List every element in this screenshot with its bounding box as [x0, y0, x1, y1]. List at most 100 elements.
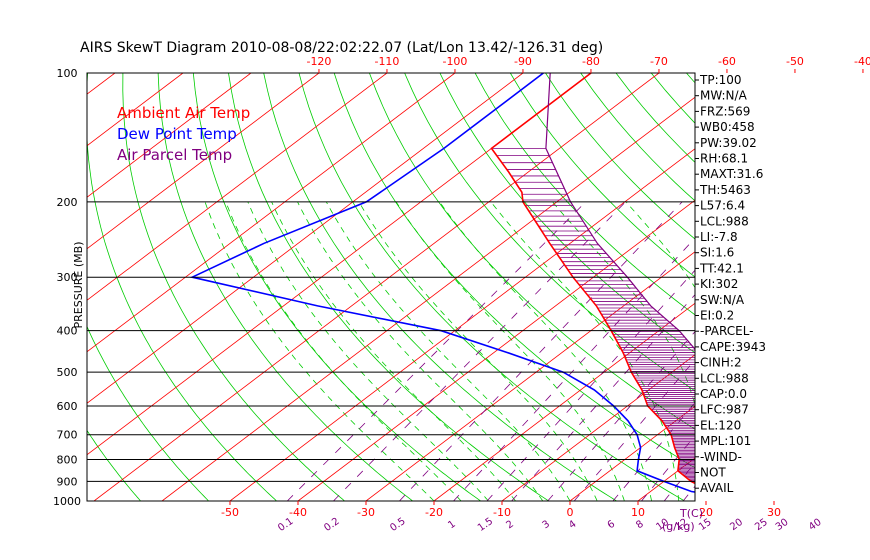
dry-adiabat — [439, 73, 695, 354]
top-temp-label: -120 — [306, 55, 331, 68]
mixing-ratio-label: 30 — [774, 517, 791, 533]
mixing-ratio-line — [784, 202, 870, 501]
stability-index-item: SI:1.6 — [700, 246, 734, 260]
bottom-temp-label: -10 — [493, 506, 511, 519]
dry-adiabat — [757, 73, 870, 501]
stability-index-item: CINH:2 — [700, 356, 742, 370]
pressure-tick-label: 200 — [57, 196, 78, 209]
pressure-tick-label: 1000 — [53, 495, 81, 508]
isotherm-line — [87, 73, 252, 198]
legend-air-parcel-temp: Air Parcel Temp — [117, 146, 232, 164]
bottom-temp-label: 10 — [631, 506, 645, 519]
stability-index-item: LCL:988 — [700, 214, 749, 228]
mixing-ratio-line — [399, 201, 683, 501]
stability-index-item: LI:-7.8 — [700, 230, 738, 244]
bottom-temp-label: 30 — [767, 506, 781, 519]
mixing-ratio-line — [817, 202, 870, 501]
moist-adiabat — [842, 202, 870, 501]
top-temp-label: -90 — [514, 55, 532, 68]
stability-index-item: FRZ:569 — [700, 104, 750, 118]
stability-index-item: SW:N/A — [700, 293, 745, 307]
moist-adiabat — [297, 201, 544, 501]
stability-index-item: CAPE:3943 — [700, 340, 766, 354]
stability-index-item: MPL:101 — [700, 434, 751, 448]
stability-index-item: KI:302 — [700, 277, 738, 291]
pressure-tick-label: 500 — [57, 366, 78, 379]
sounding-profiles — [189, 73, 695, 493]
bottom-temp-label: -20 — [425, 506, 443, 519]
dry-adiabat — [509, 73, 695, 278]
dry-adiabat — [263, 73, 617, 501]
isotherm-line — [87, 73, 388, 301]
isotherm-line — [365, 251, 695, 501]
stability-index-item: MAXT:31.6 — [700, 167, 763, 181]
series-line-dew-point-temp — [189, 73, 695, 493]
stability-index-item: WB0:458 — [700, 120, 755, 134]
stability-index-item: LCL:988 — [700, 371, 749, 385]
moist-adiabat — [395, 201, 625, 501]
mixing-ratio-label: 20 — [728, 517, 745, 533]
moist-adiabat — [247, 201, 489, 501]
stability-index-item: MW:N/A — [700, 89, 748, 103]
top-temp-label: -80 — [582, 55, 600, 68]
stability-index-item: TT:42.1 — [699, 261, 744, 275]
stability-index-item: EI:0.2 — [700, 309, 734, 323]
dry-adiabat — [298, 73, 685, 501]
stability-index-item: PW:39.02 — [700, 136, 757, 150]
stability-index-item: AVAIL — [700, 481, 734, 495]
isotherm-line — [87, 73, 320, 250]
mixing-ratio-label: 40 — [807, 517, 824, 533]
top-temp-label: -100 — [442, 55, 467, 68]
top-temp-label: -70 — [650, 55, 668, 68]
dry-adiabat — [827, 73, 870, 501]
isotherm-line — [87, 73, 524, 404]
mixing-ratio-label: 3 — [541, 519, 553, 532]
mixing-ratio-label: 0.5 — [388, 516, 407, 534]
top-temp-label: -40 — [854, 55, 870, 68]
top-temp-label: -50 — [786, 55, 804, 68]
series-line-air-parcel-temp — [545, 73, 695, 351]
legend-dew-point-temp: Dew Point Temp — [117, 125, 237, 143]
moist-adiabat — [204, 201, 435, 501]
top-temp-label: -110 — [374, 55, 399, 68]
chart-axes — [86, 69, 864, 505]
y-axis-label: PRESSURE (MB) — [72, 242, 85, 329]
pressure-tick-label: 700 — [57, 429, 78, 442]
bottom-temp-label: -50 — [221, 506, 239, 519]
cape-hatching — [491, 147, 695, 484]
dry-adiabat — [474, 73, 695, 316]
isotherm-line — [161, 96, 695, 501]
dry-adiabat — [87, 325, 209, 501]
moist-adiabat — [325, 201, 571, 501]
pressure-tick-label: 900 — [57, 475, 78, 488]
pressure-tick-label: 600 — [57, 400, 78, 413]
pressure-tick-label: 300 — [57, 271, 78, 284]
pressure-tick-label: 100 — [57, 67, 78, 80]
moist-adiabat — [439, 201, 652, 501]
mixing-ratio-label: 8 — [634, 519, 646, 532]
isotherm-line — [501, 354, 695, 501]
plot-frame — [86, 72, 696, 502]
stability-index-item: LFC:987 — [700, 403, 749, 417]
stability-index-item: -PARCEL- — [700, 324, 754, 338]
dry-adiabat — [87, 429, 141, 501]
stability-index-item: -WIND- — [700, 450, 742, 464]
bottom-temp-label: -40 — [289, 506, 307, 519]
x-axis-unit-label: T(C) — [679, 507, 703, 520]
stability-index-item: CAP:0.0 — [700, 387, 747, 401]
isotherm-line — [569, 405, 695, 501]
bottom-temp-label: 0 — [567, 506, 574, 519]
stability-index-item: TH:5463 — [699, 183, 751, 197]
mixing-ratio-label: 1 — [446, 519, 458, 532]
dry-adiabat — [228, 73, 549, 501]
isotherm-line — [0, 73, 47, 501]
mixing-ratio-label: 6 — [606, 519, 618, 532]
dry-adiabat — [792, 73, 870, 501]
chart-title: AIRS SkewT Diagram 2010-08-08/22:02:22.0… — [80, 40, 603, 56]
top-temp-label: -60 — [718, 55, 736, 68]
isotherm-line — [842, 73, 870, 501]
dry-adiabat — [122, 73, 345, 501]
mixing-ratio-unit-label: (g/kg) — [662, 520, 695, 533]
